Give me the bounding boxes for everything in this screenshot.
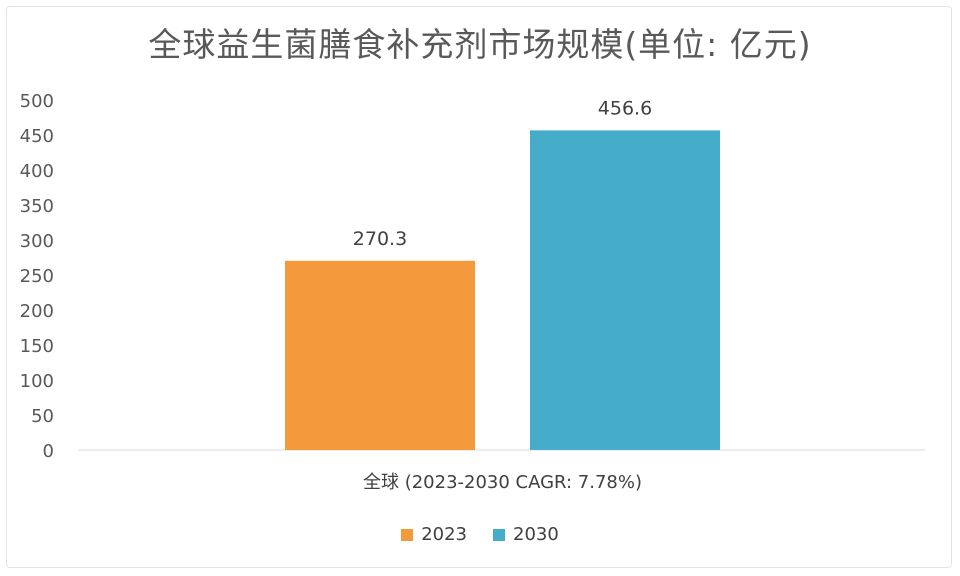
y-tick-label: 500 bbox=[20, 91, 54, 112]
data-label-2030: 456.6 bbox=[598, 97, 652, 119]
bars bbox=[285, 130, 720, 450]
y-tick-label: 450 bbox=[20, 126, 54, 147]
legend-swatch-2030 bbox=[493, 528, 505, 541]
chart-frame bbox=[6, 6, 952, 568]
y-tick-label: 300 bbox=[20, 231, 54, 252]
y-tick-label: 250 bbox=[20, 266, 54, 287]
legend-item-2023: 2023 bbox=[401, 524, 467, 545]
data-label-2023: 270.3 bbox=[353, 228, 407, 250]
legend-swatch-2023 bbox=[401, 528, 414, 541]
y-axis: 0 50 100 150 200 250 300 350 400 450 500 bbox=[20, 91, 54, 462]
legend-label-2030: 2030 bbox=[513, 524, 559, 545]
y-tick-label: 400 bbox=[20, 161, 54, 182]
y-tick-label: 150 bbox=[20, 336, 54, 357]
data-labels: 270.3 456.6 bbox=[353, 97, 652, 249]
category-label: 全球 (2023-2030 CAGR: 7.78%) bbox=[363, 472, 642, 493]
legend: 2023 2030 bbox=[0, 524, 960, 545]
legend-item-2030: 2030 bbox=[493, 524, 559, 545]
legend-label-2023: 2023 bbox=[421, 524, 467, 545]
y-tick-label: 50 bbox=[31, 406, 54, 427]
y-tick-label: 350 bbox=[20, 196, 54, 217]
chart-title: 全球益生菌膳食补充剂市场规模(单位: 亿元) bbox=[148, 25, 812, 64]
bar-2023 bbox=[285, 260, 475, 450]
bar-2030 bbox=[530, 130, 720, 450]
y-tick-label: 0 bbox=[43, 441, 54, 462]
y-tick-label: 200 bbox=[20, 301, 54, 322]
y-tick-label: 100 bbox=[20, 371, 54, 392]
